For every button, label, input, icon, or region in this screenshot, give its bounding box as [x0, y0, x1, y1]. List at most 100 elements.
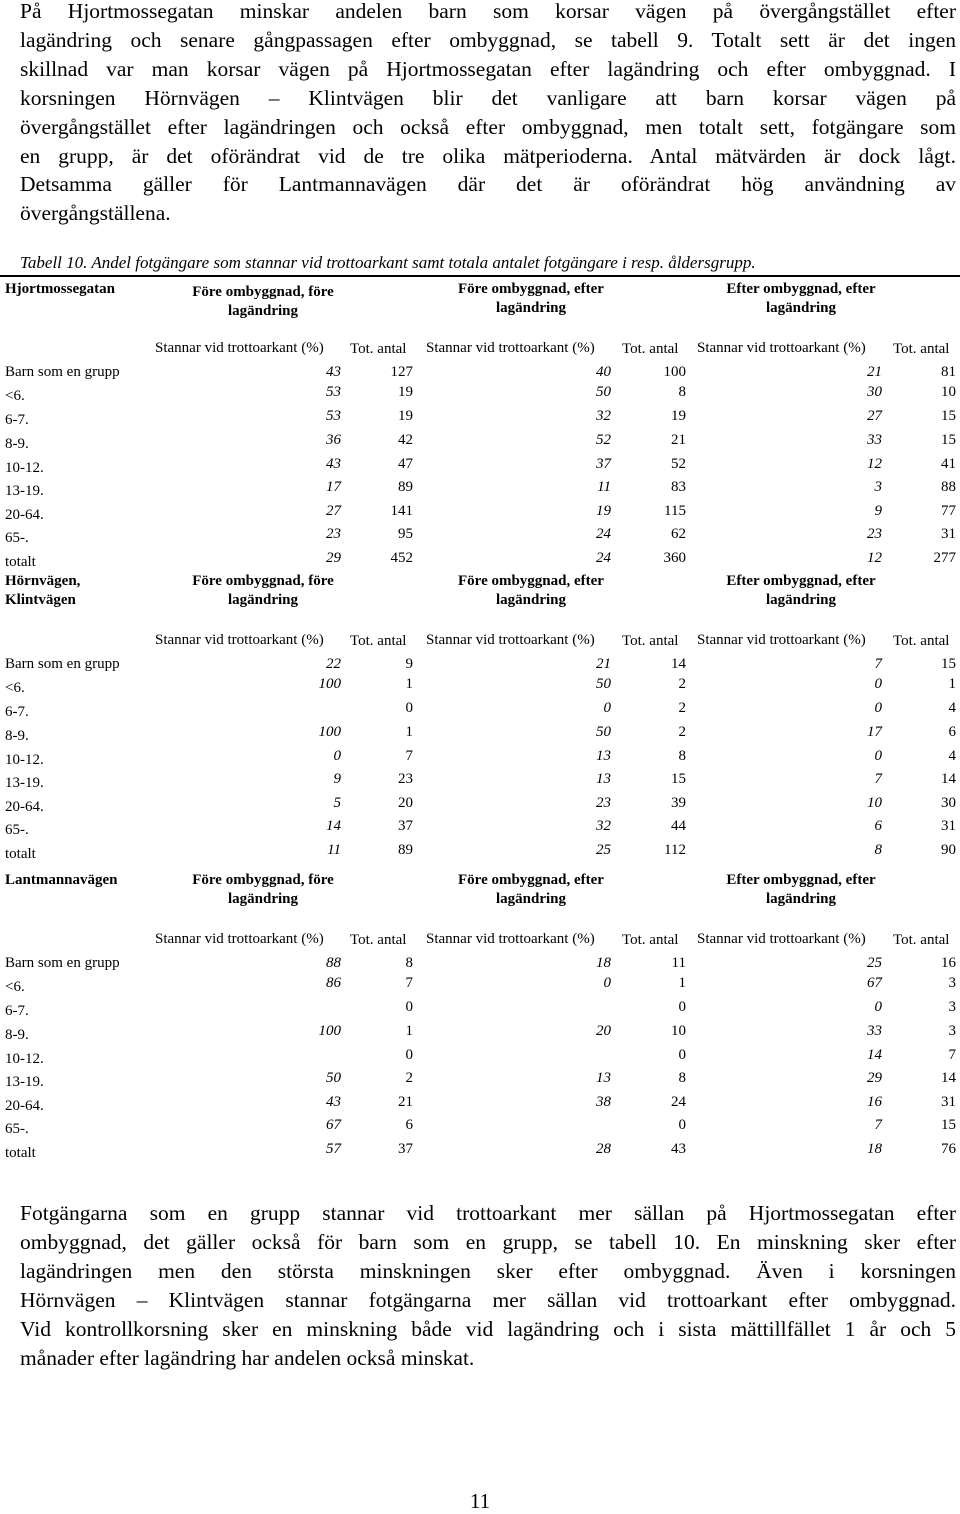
cell-percent: 32	[596, 408, 611, 424]
cell-percent: 0	[874, 999, 883, 1015]
cell-percent: 50	[596, 384, 611, 400]
paragraph-line: Fotgängarna som en grupp stannar vid tro…	[20, 1201, 956, 1225]
row-label: 20-64.	[5, 1098, 44, 1114]
cell-total: 24	[671, 1094, 686, 1110]
cell-total: 3	[948, 1023, 957, 1039]
subheader-total: Tot. antal	[622, 932, 679, 948]
cell-percent: 43	[326, 1094, 341, 1110]
group-header-line: Före ombyggnad, före	[192, 872, 334, 888]
cell-percent: 29	[326, 550, 341, 566]
cell-total: 43	[671, 1141, 686, 1157]
paragraph-line: korsningen Hörnvägen – Klintvägen blir d…	[20, 85, 956, 110]
cell-percent: 67	[326, 1117, 341, 1133]
group-header-line: lagändring	[227, 303, 299, 319]
row-label: 13-19.	[5, 1074, 44, 1090]
cell-percent: 11	[597, 479, 611, 495]
cell-percent: 0	[603, 700, 612, 716]
cell-percent: 20	[596, 1023, 611, 1039]
cell-total: 8	[678, 748, 687, 764]
cell-percent: 9	[333, 771, 342, 787]
cell-percent: 38	[596, 1094, 611, 1110]
cell-total: 83	[671, 479, 686, 495]
cell-percent: 100	[318, 724, 342, 740]
cell-total: 95	[398, 526, 413, 542]
cell-total: 44	[671, 818, 686, 834]
cell-total: 31	[941, 526, 956, 542]
section-title-line: Klintvägen	[5, 592, 76, 608]
cell-percent: 9	[874, 503, 883, 519]
row-label: 8-9.	[5, 728, 29, 744]
cell-total: 277	[933, 550, 957, 566]
row-label: 10-12.	[5, 1051, 44, 1067]
cell-total: 1	[405, 1023, 414, 1039]
cell-total: 4	[948, 748, 957, 764]
subheader-total: Tot. antal	[350, 341, 407, 357]
table-top-rule	[0, 275, 960, 277]
subheader-total: Tot. antal	[893, 341, 950, 357]
cell-percent: 18	[867, 1141, 882, 1157]
row-label: 6-7.	[5, 412, 29, 428]
cell-total: 89	[398, 479, 413, 495]
cell-total: 14	[941, 1070, 956, 1086]
cell-percent: 27	[326, 503, 341, 519]
section-title: Hörnvägen, Klintvägen	[5, 572, 80, 610]
cell-total: 7	[405, 748, 414, 764]
cell-percent: 8	[874, 842, 883, 858]
group-header: Efter ombyggnad, efter lagändring	[691, 572, 911, 610]
cell-total: 37	[398, 1141, 413, 1157]
group-header-line: Efter ombyggnad, efter	[726, 573, 876, 589]
cell-total: 52	[671, 456, 686, 472]
cell-percent: 12	[867, 550, 882, 566]
cell-percent: 6	[874, 818, 883, 834]
subheader-percent: Stannar vid trottoarkant (%)	[426, 632, 595, 648]
row-label: 65-.	[5, 530, 29, 546]
row-label: Barn som en grupp	[5, 364, 120, 380]
subheader-percent: Stannar vid trottoarkant (%)	[697, 931, 866, 947]
cell-percent: 7	[874, 771, 883, 787]
subheader-total: Tot. antal	[893, 932, 950, 948]
cell-total: 16	[941, 955, 956, 971]
cell-total: 62	[671, 526, 686, 542]
cell-total: 77	[941, 503, 956, 519]
cell-total: 8	[678, 384, 687, 400]
paragraph-line: På Hjortmossegatan minskar andelen barn …	[20, 0, 956, 23]
cell-percent: 32	[596, 818, 611, 834]
cell-total: 9	[405, 656, 414, 672]
cell-total: 31	[941, 1094, 956, 1110]
cell-percent: 25	[867, 955, 882, 971]
cell-percent: 29	[867, 1070, 882, 1086]
cell-percent: 0	[333, 748, 342, 764]
group-header-line: Före ombyggnad, före	[192, 573, 334, 589]
paragraph-line: lagändringen men den största minskningen…	[20, 1258, 956, 1283]
row-label: 20-64.	[5, 507, 44, 523]
row-label: 65-.	[5, 1121, 29, 1137]
section-title-line: Hörnvägen,	[5, 573, 81, 589]
conclusion-paragraph: Fotgängarna som en grupp stannar vid tro…	[20, 1199, 956, 1372]
page-number: 11	[469, 1489, 491, 1513]
cell-percent: 40	[596, 364, 611, 380]
cell-total: 89	[398, 842, 413, 858]
row-label: totalt	[5, 846, 36, 862]
cell-percent: 52	[596, 432, 611, 448]
row-label: totalt	[5, 554, 36, 570]
cell-percent: 13	[596, 748, 611, 764]
section-title-line: Hjortmossegatan	[5, 281, 115, 297]
cell-total: 88	[941, 479, 956, 495]
table-section: Hjortmossegatan Före ombyggnad, före lagän…	[0, 280, 960, 580]
cell-total: 4	[948, 700, 957, 716]
cell-total: 15	[941, 1117, 956, 1133]
cell-total: 19	[671, 408, 686, 424]
row-label: 10-12.	[5, 460, 44, 476]
subheader-percent: Stannar vid trottoarkant (%)	[697, 632, 866, 648]
cell-total: 81	[941, 364, 956, 380]
paragraph-line: månader efter lagändring har andelen ock…	[20, 1345, 475, 1370]
cell-percent: 19	[596, 503, 611, 519]
cell-percent: 14	[326, 818, 341, 834]
cell-total: 1	[405, 724, 414, 740]
cell-percent: 27	[867, 408, 882, 424]
paragraph-line: en grupp, är det oförändrat vid de tre o…	[20, 143, 956, 168]
intro-paragraph: På Hjortmossegatan minskar andelen barn …	[20, 0, 956, 228]
cell-total: 76	[941, 1141, 956, 1157]
cell-percent: 24	[596, 550, 611, 566]
paragraph-line: Hörnvägen – Klintvägen stannar fotgängar…	[20, 1287, 956, 1312]
